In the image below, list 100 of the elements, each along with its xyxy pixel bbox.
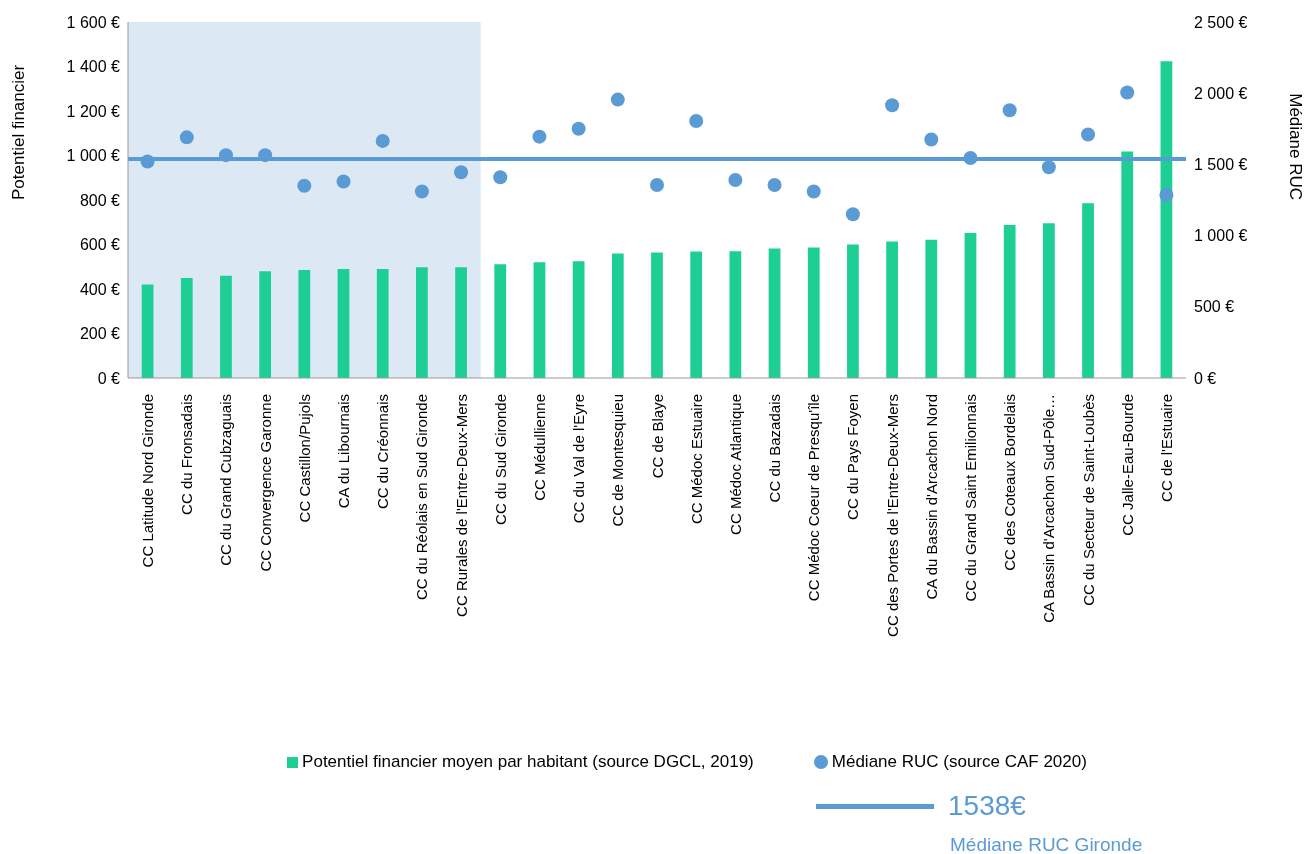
- x-tick-label: CC du Val de l'Eyre: [570, 394, 588, 524]
- y-tick-label: 1 000 €: [66, 147, 121, 165]
- x-tick-label: CC Médoc Coeur de Presqu'île: [805, 394, 823, 602]
- bar: [337, 268, 350, 378]
- point: [532, 129, 547, 144]
- x-tick-label: CA du Libournais: [335, 394, 353, 509]
- y2-tick-label: 500 €: [1194, 298, 1235, 316]
- bar: [1003, 224, 1016, 378]
- bar: [651, 252, 663, 378]
- x-tick-label: CA Bassin d'Arcachon Sud-Pôle…: [1040, 394, 1058, 623]
- bar: [376, 268, 389, 378]
- y2-tick-label: 2 500 €: [1194, 13, 1248, 31]
- bar: [690, 251, 703, 378]
- bar: [886, 241, 898, 378]
- legend-label: Potentiel financier moyen par habitant (source DGCL, 2019): [302, 752, 754, 772]
- x-tick-label: CC de Blaye: [648, 394, 666, 479]
- bar: [180, 277, 193, 378]
- point: [650, 178, 664, 193]
- y2-tick-label: 1 000 €: [1194, 227, 1248, 245]
- bar: [1042, 223, 1055, 378]
- y-tick-label: 0 €: [97, 369, 121, 387]
- y-tick-label: 400 €: [79, 280, 121, 298]
- bar: [220, 275, 232, 378]
- point: [375, 133, 390, 148]
- x-tick-label: CC du Créonnais: [374, 394, 392, 510]
- point: [218, 148, 233, 163]
- point: [767, 178, 782, 193]
- x-tick-label: CC de l'Estuaire: [1157, 394, 1175, 502]
- y-tick-label: 1 600 €: [66, 13, 121, 31]
- x-tick-label: CC Convergence Garonne: [256, 394, 274, 572]
- point: [179, 130, 194, 145]
- x-tick-label: CC Médoc Estuaire: [687, 394, 705, 525]
- y2-axis-title: Médiane RUC: [1285, 93, 1305, 200]
- x-tick-label: CC du Bazadais: [766, 394, 784, 503]
- x-tick-label: CC du Secteur de Saint-Loubès: [1079, 394, 1097, 606]
- bar: [455, 267, 467, 378]
- bar: [141, 284, 154, 378]
- legend-label: Médiane RUC (source CAF 2020): [831, 752, 1087, 772]
- point: [1120, 85, 1135, 100]
- bar: [1121, 151, 1134, 378]
- x-tick-label: CC Médullienne: [530, 394, 548, 501]
- y-axis-title: Potentiel financier: [9, 64, 29, 200]
- x-tick-label: CC du Pays Foyen: [844, 394, 862, 520]
- bar: [298, 270, 311, 378]
- point: [610, 92, 625, 107]
- x-tick-label: CC du Réolais en Sud Gironde: [413, 394, 431, 600]
- bar: [611, 253, 624, 378]
- bar: [416, 267, 428, 378]
- x-tick-label: CC du Sud Gironde: [491, 394, 509, 525]
- bar: [964, 232, 977, 378]
- legend-label: 1538€: [948, 790, 1026, 822]
- bar: [847, 244, 859, 378]
- point: [963, 150, 978, 165]
- point: [140, 154, 155, 169]
- point: [1002, 103, 1017, 118]
- x-tick-label: CC Rurales de l'Entre-Deux-Mers: [452, 394, 470, 617]
- text: Médiane RUC Gironde: [950, 834, 1143, 854]
- y2-tick-label: 2 000 €: [1194, 84, 1248, 102]
- bar: [768, 248, 781, 378]
- bar: [533, 262, 546, 378]
- point: [493, 170, 508, 185]
- x-tick-label: CC du Grand Cubzaguais: [217, 394, 235, 566]
- bar: [807, 247, 820, 378]
- point: [728, 173, 743, 188]
- point: [336, 174, 351, 189]
- x-tick-label: CC Jalle-Eau-Bourde: [1118, 394, 1136, 536]
- point: [806, 184, 821, 199]
- y-tick-label: 600 €: [79, 236, 121, 254]
- point: [1041, 160, 1056, 175]
- x-tick-label: CA du Bassin d'Arcachon Nord: [922, 394, 940, 600]
- y-tick-label: 200 €: [79, 325, 121, 343]
- x-tick-label: CC du Grand Saint Emilionnais: [961, 394, 979, 602]
- y-tick-label: 1 200 €: [66, 102, 121, 120]
- y-tick-label: 800 €: [79, 191, 121, 209]
- x-tick-label: CC des Coteaux Bordelais: [1001, 394, 1019, 571]
- bar: [572, 261, 585, 378]
- x-tick-label: CC Médoc Atlantique: [726, 394, 744, 535]
- point: [1081, 127, 1096, 142]
- point: [297, 178, 312, 193]
- bar: [259, 271, 272, 378]
- x-tick-label: CC Castillon/Pujols: [295, 394, 313, 523]
- x-tick-label: CC des Portes de l'Entre-Deux-Mers: [883, 394, 901, 637]
- bar: [925, 239, 938, 378]
- y2-tick-label: 0 €: [1194, 369, 1217, 387]
- bar: [1082, 203, 1094, 378]
- point: [924, 132, 939, 147]
- point: [454, 165, 469, 180]
- point: [414, 184, 429, 199]
- point: [1159, 188, 1174, 203]
- bar: [729, 251, 742, 378]
- bar: [494, 264, 507, 378]
- point: [689, 113, 704, 128]
- y2-tick-label: 1 500 €: [1194, 156, 1248, 174]
- y-tick-label: 1 400 €: [66, 58, 121, 76]
- point: [258, 148, 273, 163]
- point: [885, 98, 900, 113]
- point: [571, 121, 586, 136]
- x-tick-label: CC du Fronsadais: [178, 394, 196, 515]
- x-tick-label: CC de Montesquieu: [609, 394, 627, 527]
- x-tick-label: CC Latitude Nord Gironde: [139, 394, 157, 568]
